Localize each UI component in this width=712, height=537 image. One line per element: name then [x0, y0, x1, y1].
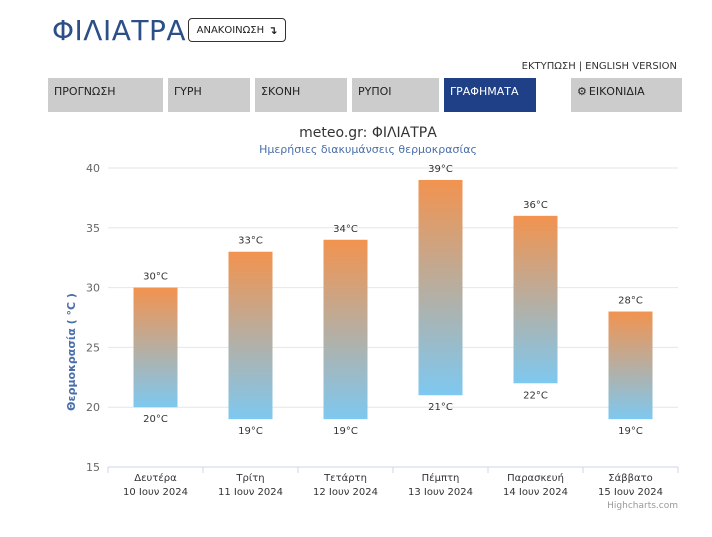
x-tick-date-label: 12 Ιουν 2024 [313, 487, 378, 498]
y-tick-label: 20 [86, 401, 100, 414]
tab-label: ΣΚΟΝΗ [261, 85, 301, 98]
print-link[interactable]: ΕΚΤΥΠΩΣΗ [521, 61, 576, 72]
tab-widgets[interactable]: ⚙ ΕΙΚΟΝΙΔΙΑ [571, 78, 682, 112]
temperature-range-bar [228, 251, 273, 420]
high-temp-label: 39°C [428, 164, 453, 175]
x-tick-day-label: Σάββατο [608, 472, 652, 484]
x-tick-date-label: 13 Ιουν 2024 [408, 487, 473, 498]
tab-label: ΡΥΠΟΙ [358, 85, 392, 98]
x-tick-day-label: Τρίτη [235, 472, 264, 484]
tab-charts[interactable]: ΓΡΑΦΗΜΑΤΑ [444, 78, 536, 112]
x-tick-day-label: Παρασκευή [507, 472, 564, 484]
low-temp-label: 22°C [523, 390, 548, 401]
announcement-button[interactable]: ΑΝΑΚΟΙΝΩΣΗ ↴ [188, 18, 286, 42]
low-temp-label: 20°C [143, 414, 168, 425]
x-tick-date-label: 15 Ιουν 2024 [598, 487, 663, 498]
y-axis-title: Θερμοκρασία ( °C ) [65, 293, 78, 411]
high-temp-label: 30°C [143, 272, 168, 283]
gear-icon: ⚙ [577, 85, 587, 98]
tab-dust[interactable]: ΣΚΟΝΗ [255, 78, 347, 112]
low-temp-label: 19°C [618, 426, 643, 437]
low-temp-label: 21°C [428, 402, 453, 413]
chart-subtitle: Ημερήσιες διακυμάνσεις θερμοκρασίας [259, 143, 477, 156]
temperature-chart: meteo.gr: ΦΙΛΙΑΤΡΑ Ημερήσιες διακυμάνσει… [65, 125, 679, 511]
tab-label: ΓΥΡΗ [174, 85, 202, 98]
y-tick-label: 15 [86, 461, 100, 474]
high-temp-label: 34°C [333, 224, 358, 235]
tab-forecast[interactable]: ΠΡΟΓΝΩΣΗ [48, 78, 163, 112]
high-temp-label: 36°C [523, 200, 548, 211]
tab-label: ΓΡΑΦΗΜΑΤΑ [450, 85, 519, 98]
english-version-link[interactable]: ENGLISH VERSION [585, 61, 677, 72]
temperature-range-bar [608, 311, 653, 420]
y-tick-label: 25 [86, 341, 100, 354]
x-tick-day-label: Δευτέρα [134, 472, 177, 484]
temperature-range-bar [513, 215, 558, 384]
x-tick-date-label: 10 Ιουν 2024 [123, 487, 188, 498]
link-separator: | [578, 61, 583, 72]
chart-title: meteo.gr: ΦΙΛΙΑΤΡΑ [299, 125, 437, 141]
tab-pollutants[interactable]: ΡΥΠΟΙ [352, 78, 439, 112]
y-tick-label: 40 [86, 162, 100, 175]
page-title: ΦΙΛΙΑΤΡΑ [52, 14, 187, 47]
x-tick-day-label: Πέμπτη [422, 472, 460, 484]
x-tick-day-label: Τετάρτη [323, 472, 367, 484]
temperature-range-bar [133, 287, 178, 408]
tab-pollen[interactable]: ΓΥΡΗ [168, 78, 250, 112]
temperature-range-bar [323, 239, 368, 420]
x-tick-date-label: 11 Ιουν 2024 [218, 487, 283, 498]
announcement-label: ΑΝΑΚΟΙΝΩΣΗ [196, 24, 265, 36]
top-links: ΕΚΤΥΠΩΣΗ | ENGLISH VERSION [522, 61, 677, 72]
y-tick-label: 35 [86, 222, 100, 235]
nav-tabs: ΠΡΟΓΝΩΣΗ ΓΥΡΗ ΣΚΟΝΗ ΡΥΠΟΙ ΓΡΑΦΗΜΑΤΑ ⚙ ΕΙΚ… [48, 78, 682, 112]
chart-container: meteo.gr: ΦΙΛΙΑΤΡΑ Ημερήσιες διακυμάνσει… [0, 116, 712, 537]
tab-label: ΠΡΟΓΝΩΣΗ [54, 85, 116, 98]
temperature-range-bar [418, 179, 463, 396]
credits-link[interactable]: Highcharts.com [607, 501, 678, 511]
high-temp-label: 33°C [238, 236, 263, 247]
arrow-down-right-icon: ↴ [268, 23, 278, 37]
tab-label: ΕΙΚΟΝΙΔΙΑ [588, 85, 645, 98]
low-temp-label: 19°C [333, 426, 358, 437]
y-tick-label: 30 [86, 282, 100, 295]
low-temp-label: 19°C [238, 426, 263, 437]
high-temp-label: 28°C [618, 296, 643, 307]
x-tick-date-label: 14 Ιουν 2024 [503, 487, 568, 498]
